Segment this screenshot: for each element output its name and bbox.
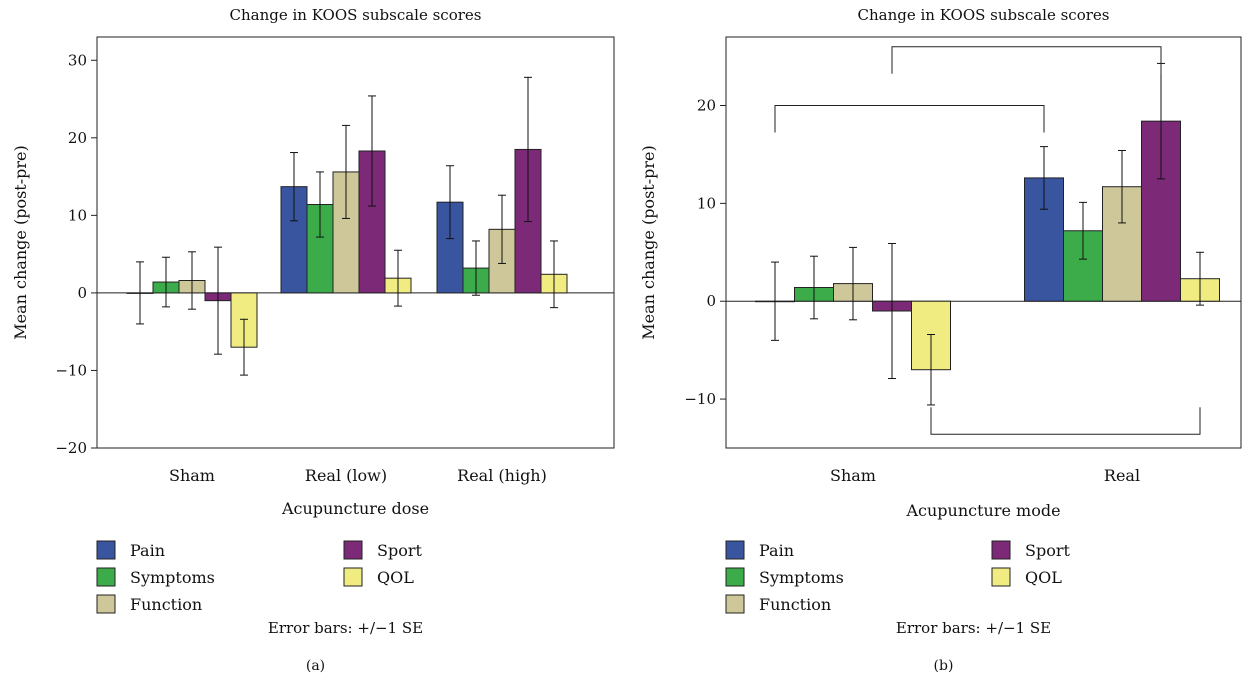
x-category-label: Sham [169, 466, 215, 485]
error-bar-symptoms [810, 255, 818, 320]
error-bar-note: Error bars: +/−1 SE [896, 619, 1051, 637]
error-bar-note: Error bars: +/−1 SE [268, 619, 423, 637]
x-category-label: Real [1104, 466, 1140, 485]
error-bar-symptoms [162, 256, 170, 308]
legend-label-sport: Sport [377, 541, 422, 560]
error-bar-sport [524, 76, 532, 223]
legend-swatch-pain [725, 540, 745, 560]
legend-swatch-pain [96, 540, 116, 560]
significance-bracket [891, 46, 1162, 74]
plot-area-frame [96, 36, 615, 449]
legend-label-function: Function [130, 595, 202, 614]
error-bar-pain [136, 261, 144, 325]
significance-bracket [930, 407, 1201, 435]
error-bar-symptoms [472, 240, 480, 296]
error-bar-function [1118, 150, 1126, 224]
legend-label-pain: Pain [130, 541, 165, 560]
error-bar-pain [1040, 146, 1048, 210]
error-bar-symptoms [1079, 201, 1087, 260]
y-axis-label: Mean change (post-pre) [11, 145, 30, 339]
error-bar-function [849, 246, 857, 321]
legend-label-function: Function [759, 595, 831, 614]
y-tick-label: 0 [706, 292, 716, 310]
significance-bracket [774, 105, 1045, 133]
y-tick-label: −10 [55, 361, 87, 379]
error-bar-qol [394, 249, 402, 307]
y-tick-label: −20 [55, 439, 87, 457]
error-bar-function [498, 194, 506, 264]
y-axis-label: Mean change (post-pre) [639, 145, 658, 339]
x-axis-label: Acupuncture mode [905, 501, 1060, 520]
legend-label-qol: QOL [1025, 568, 1062, 587]
chart-title: Change in KOOS subscale scores [230, 6, 482, 24]
error-bar-pain [290, 152, 298, 222]
legend-swatch-sport [343, 540, 363, 560]
legend: Pain Symptoms Function Sport QOL [725, 540, 1070, 614]
legend-swatch-symptoms [725, 567, 745, 587]
x-category-label: Real (high) [457, 466, 547, 485]
error-bar-sport [214, 246, 222, 355]
y-tick-label: 0 [77, 284, 87, 302]
y-tick-label: −10 [684, 390, 716, 408]
x-category-label: Sham [830, 466, 876, 485]
error-bar-pain [771, 261, 779, 341]
x-axis-label: Acupuncture dose [281, 499, 429, 518]
legend-swatch-qol [991, 567, 1011, 587]
y-tick-label: 30 [68, 51, 87, 69]
legend-label-qol: QOL [377, 568, 414, 587]
legend-label-symptoms: Symptoms [759, 568, 844, 587]
error-bar-function [188, 251, 196, 310]
error-bar-function [342, 124, 350, 219]
chart-panel-a: Change in KOOS subscale scores −20 −10 0 10 2… [11, 6, 615, 674]
chart-panel-b: Change in KOOS subscale scores −10 0 10 20 Me… [639, 6, 1242, 674]
legend-swatch-function [96, 594, 116, 614]
panel-label: (b) [934, 658, 954, 674]
panel-label: (a) [306, 658, 325, 674]
error-bar-sport [888, 242, 896, 380]
legend-label-symptoms: Symptoms [130, 568, 215, 587]
plot-area-frame [725, 36, 1242, 449]
legend-label-sport: Sport [1025, 541, 1070, 560]
legend-swatch-function [725, 594, 745, 614]
legend: Pain Symptoms Function Sport QOL [96, 540, 422, 614]
error-bar-symptoms [316, 171, 324, 238]
legend-label-pain: Pain [759, 541, 794, 560]
error-bar-qol [240, 318, 248, 376]
error-bar-qol [927, 333, 935, 406]
x-category-label: Real (low) [305, 466, 387, 485]
legend-swatch-sport [991, 540, 1011, 560]
error-bar-sport [368, 95, 376, 207]
error-bar-qol [550, 240, 558, 309]
legend-swatch-qol [343, 567, 363, 587]
y-tick-label: 20 [697, 97, 716, 115]
y-tick-label: 10 [697, 194, 716, 212]
error-bar-qol [1196, 251, 1204, 306]
y-tick-label: 10 [68, 206, 87, 224]
chart-title: Change in KOOS subscale scores [858, 6, 1110, 24]
error-bar-pain [446, 165, 454, 240]
y-tick-label: 20 [68, 129, 87, 147]
legend-swatch-symptoms [96, 567, 116, 587]
